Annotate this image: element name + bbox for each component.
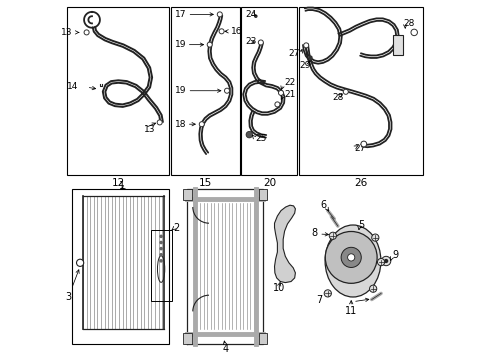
Circle shape <box>207 42 212 47</box>
Circle shape <box>308 55 313 60</box>
Bar <box>392 35 403 55</box>
Text: 18: 18 <box>175 120 187 129</box>
Bar <box>242 7 297 175</box>
Text: 28: 28 <box>333 93 344 102</box>
Text: 23: 23 <box>245 37 256 46</box>
Circle shape <box>372 234 379 241</box>
Circle shape <box>246 131 252 138</box>
Text: 3: 3 <box>65 270 79 302</box>
Circle shape <box>278 90 284 95</box>
Ellipse shape <box>325 225 381 297</box>
Text: 13: 13 <box>61 28 79 37</box>
Circle shape <box>304 43 309 48</box>
Circle shape <box>347 254 355 261</box>
Bar <box>259 189 268 200</box>
Text: 25: 25 <box>256 134 267 143</box>
Bar <box>72 189 170 344</box>
Text: 4: 4 <box>222 344 228 354</box>
Circle shape <box>341 247 361 267</box>
Circle shape <box>275 102 280 107</box>
Text: 21: 21 <box>284 90 295 99</box>
Text: 24: 24 <box>245 10 256 19</box>
Text: 19: 19 <box>175 86 187 95</box>
Circle shape <box>247 132 252 137</box>
Circle shape <box>159 247 163 251</box>
Circle shape <box>329 232 337 239</box>
Text: 12: 12 <box>112 178 125 188</box>
Circle shape <box>381 256 391 266</box>
Text: 20: 20 <box>263 178 276 188</box>
Circle shape <box>254 14 258 18</box>
Text: 9: 9 <box>392 250 398 260</box>
Text: 2: 2 <box>174 223 180 233</box>
Circle shape <box>411 29 417 36</box>
Text: 6: 6 <box>320 200 326 210</box>
Circle shape <box>84 30 89 35</box>
Text: 1: 1 <box>119 181 125 191</box>
Bar <box>151 230 171 301</box>
Circle shape <box>361 141 367 147</box>
Circle shape <box>343 89 348 94</box>
Text: 27: 27 <box>288 49 300 58</box>
Circle shape <box>159 253 163 257</box>
Bar <box>259 333 268 344</box>
Circle shape <box>361 141 367 147</box>
Circle shape <box>369 285 377 292</box>
Circle shape <box>377 258 385 266</box>
Bar <box>299 7 423 175</box>
Circle shape <box>159 241 163 244</box>
Text: 28: 28 <box>403 19 415 28</box>
Text: 8: 8 <box>311 228 317 238</box>
Text: 10: 10 <box>273 283 285 293</box>
Text: 29: 29 <box>300 61 311 70</box>
Text: 27: 27 <box>355 144 366 153</box>
Circle shape <box>219 29 224 34</box>
Circle shape <box>159 235 163 238</box>
Circle shape <box>217 12 222 17</box>
Text: 14: 14 <box>67 82 78 91</box>
Circle shape <box>325 231 377 283</box>
Text: 13: 13 <box>144 125 156 134</box>
Circle shape <box>224 88 229 93</box>
Text: 22: 22 <box>284 78 295 87</box>
Circle shape <box>258 40 263 45</box>
Circle shape <box>324 290 331 297</box>
Circle shape <box>157 120 162 125</box>
Bar <box>171 7 240 175</box>
Text: 15: 15 <box>199 178 212 188</box>
Bar <box>183 333 192 344</box>
Circle shape <box>412 30 416 35</box>
Text: 5: 5 <box>358 220 365 230</box>
Text: 7: 7 <box>317 294 323 305</box>
Bar <box>67 7 170 175</box>
Circle shape <box>199 122 204 127</box>
Text: 19: 19 <box>175 40 187 49</box>
Text: 16: 16 <box>231 27 242 36</box>
Bar <box>183 189 192 200</box>
Circle shape <box>76 259 84 266</box>
Text: 26: 26 <box>355 178 368 188</box>
Text: 17: 17 <box>175 10 187 19</box>
Circle shape <box>159 259 163 263</box>
Polygon shape <box>274 205 295 283</box>
Circle shape <box>384 259 388 263</box>
Text: 11: 11 <box>345 306 357 316</box>
